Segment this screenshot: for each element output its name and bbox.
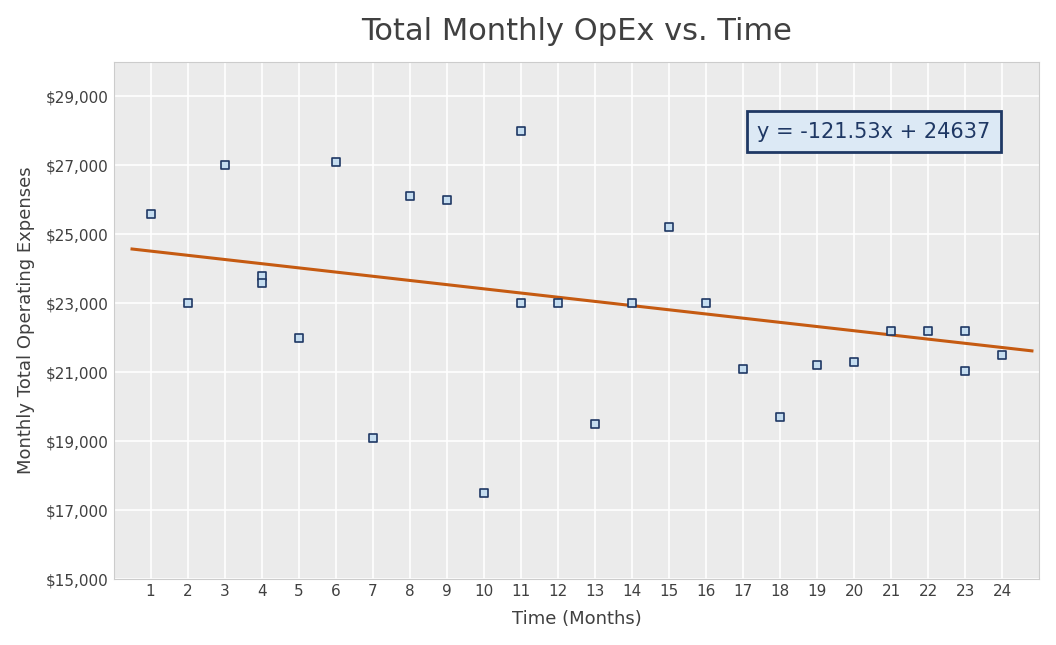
Point [735, 364, 752, 374]
Point [661, 223, 678, 233]
Point [253, 277, 270, 288]
Point [290, 333, 307, 343]
Point [957, 326, 974, 336]
Point [327, 157, 344, 167]
Point [920, 326, 937, 336]
Point [809, 361, 826, 371]
Point [994, 350, 1011, 361]
Point [549, 298, 566, 308]
Point [957, 366, 974, 376]
Point [180, 298, 196, 308]
Y-axis label: Monthly Total Operating Expenses: Monthly Total Operating Expenses [17, 167, 35, 475]
Point [586, 419, 603, 430]
Point [698, 298, 715, 308]
X-axis label: Time (Months): Time (Months) [511, 610, 641, 628]
Point [846, 357, 863, 367]
Point [216, 160, 233, 170]
Point [143, 208, 159, 219]
Title: Total Monthly OpEx vs. Time: Total Monthly OpEx vs. Time [361, 17, 792, 46]
Text: y = -121.53x + 24637: y = -121.53x + 24637 [757, 122, 991, 142]
Point [364, 433, 381, 443]
Point [883, 326, 900, 336]
Point [512, 126, 529, 136]
Point [253, 271, 270, 281]
Point [475, 488, 492, 499]
Point [438, 195, 455, 205]
Point [623, 298, 640, 308]
Point [512, 298, 529, 308]
Point [401, 192, 418, 202]
Point [772, 412, 789, 422]
